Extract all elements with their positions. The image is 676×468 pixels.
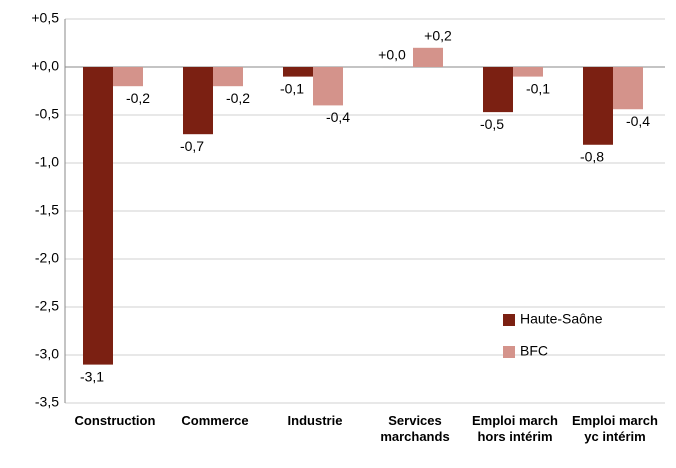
bar xyxy=(313,67,343,106)
x-tick-label: Services marchands xyxy=(380,413,450,444)
y-tick-label: +0,0 xyxy=(31,58,59,74)
value-label: -0,2 xyxy=(126,90,150,106)
bar xyxy=(83,67,113,365)
value-label: -0,1 xyxy=(280,80,304,96)
bar xyxy=(413,47,443,67)
bar xyxy=(613,67,643,110)
value-label: -0,8 xyxy=(580,148,604,164)
y-tick-label: -2,0 xyxy=(35,250,59,266)
x-tick-label: Emploi march hors intérim xyxy=(472,413,558,444)
legend-swatch xyxy=(503,314,515,326)
value-label: -0,5 xyxy=(480,116,504,132)
legend-label: BFC xyxy=(520,343,548,359)
bar xyxy=(583,67,613,145)
bar xyxy=(213,67,243,87)
x-tick-label: Commerce xyxy=(181,413,249,428)
value-label: -0,7 xyxy=(180,138,204,154)
value-label: +0,0 xyxy=(378,47,406,63)
y-tick-label: -3,5 xyxy=(35,394,59,410)
legend-label: Haute-Saône xyxy=(520,311,603,327)
value-label: -3,1 xyxy=(80,368,104,384)
value-label: -0,4 xyxy=(626,113,650,129)
value-label: -0,4 xyxy=(326,109,350,125)
y-tick-label: -1,0 xyxy=(35,154,59,170)
value-label: +0,2 xyxy=(424,28,452,44)
legend-swatch xyxy=(503,346,515,358)
bar xyxy=(113,67,143,87)
x-tick-label: Industrie xyxy=(287,413,343,428)
bar xyxy=(513,67,543,77)
bar xyxy=(183,67,213,135)
bar xyxy=(483,67,513,113)
bar xyxy=(283,67,313,77)
y-tick-label: -0,5 xyxy=(35,106,59,122)
value-label: -0,1 xyxy=(526,80,550,96)
y-tick-label: -3,0 xyxy=(35,346,59,362)
y-tick-label: +0,5 xyxy=(31,10,59,26)
value-label: -0,2 xyxy=(226,90,250,106)
x-tick-label: Emploi march yc intérim xyxy=(572,413,658,444)
x-tick-label: Construction xyxy=(74,413,156,428)
y-tick-label: -2,5 xyxy=(35,298,59,314)
y-tick-label: -1,5 xyxy=(35,202,59,218)
